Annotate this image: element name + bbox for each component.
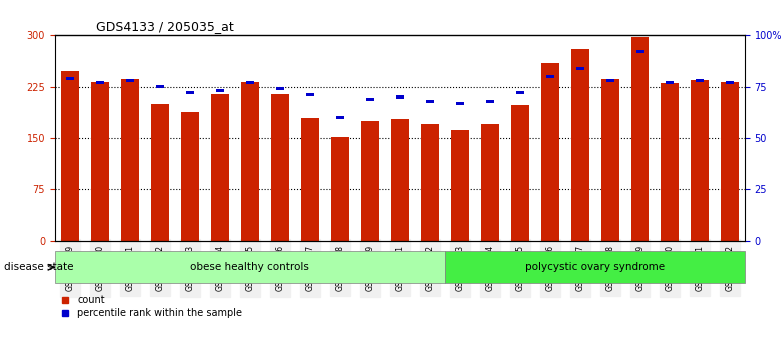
Bar <box>301 118 319 241</box>
Bar <box>666 81 673 84</box>
Bar <box>61 71 79 241</box>
Bar <box>91 82 109 241</box>
Bar <box>720 82 739 241</box>
Bar <box>181 112 199 241</box>
Bar <box>391 119 408 241</box>
Bar <box>216 89 223 92</box>
Bar <box>151 104 169 241</box>
Bar <box>276 87 284 90</box>
Bar <box>451 130 469 241</box>
Bar <box>571 49 589 241</box>
Bar <box>211 93 229 241</box>
Bar <box>486 99 494 103</box>
Bar <box>336 116 343 119</box>
Bar <box>456 102 463 105</box>
Text: obese healthy controls: obese healthy controls <box>191 262 310 272</box>
Bar <box>631 38 649 241</box>
Bar <box>186 91 194 95</box>
Bar <box>366 97 374 101</box>
Bar <box>546 75 554 78</box>
Bar <box>126 79 133 82</box>
Bar <box>96 81 103 84</box>
FancyBboxPatch shape <box>445 251 745 283</box>
Bar <box>421 124 439 241</box>
Bar <box>691 80 709 241</box>
Bar <box>516 91 524 95</box>
Bar <box>481 124 499 241</box>
Text: disease state: disease state <box>4 262 74 272</box>
Bar <box>66 77 74 80</box>
Bar <box>396 96 404 98</box>
Bar <box>576 67 583 70</box>
Bar <box>331 137 349 241</box>
Text: GDS4133 / 205035_at: GDS4133 / 205035_at <box>96 20 234 33</box>
Bar <box>606 79 614 82</box>
Bar <box>601 79 619 241</box>
Legend: count, percentile rank within the sample: count, percentile rank within the sample <box>60 295 242 318</box>
Text: polycystic ovary syndrome: polycystic ovary syndrome <box>524 262 665 272</box>
Bar <box>156 85 164 88</box>
FancyBboxPatch shape <box>55 251 445 283</box>
Bar <box>306 93 314 97</box>
Bar <box>541 63 559 241</box>
Bar <box>426 99 434 103</box>
Bar <box>511 105 529 241</box>
Bar <box>121 79 139 241</box>
Bar <box>241 82 259 241</box>
Bar <box>246 81 253 84</box>
Bar <box>661 83 679 241</box>
Bar <box>696 79 703 82</box>
Bar <box>636 50 644 53</box>
Bar <box>361 121 379 241</box>
Bar <box>270 93 289 241</box>
Bar <box>726 81 734 84</box>
